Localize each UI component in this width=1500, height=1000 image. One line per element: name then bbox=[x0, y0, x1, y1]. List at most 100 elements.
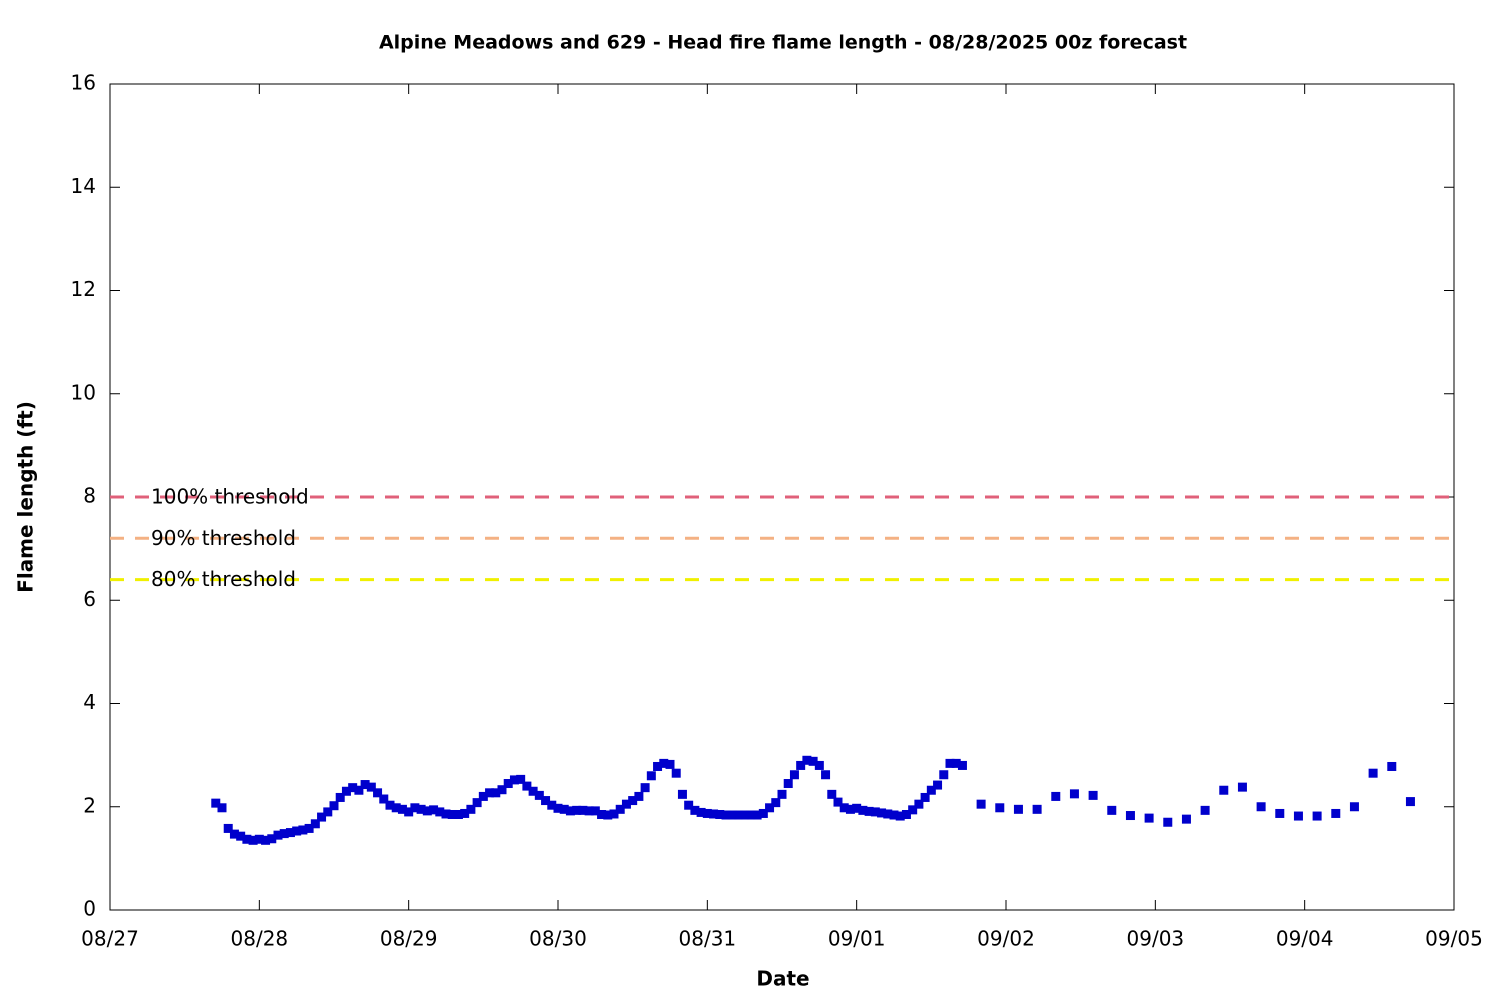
data-point bbox=[877, 808, 887, 818]
data-point bbox=[310, 819, 320, 829]
data-point bbox=[329, 801, 339, 811]
data-point bbox=[1069, 789, 1079, 799]
data-point bbox=[373, 788, 383, 798]
data-point bbox=[534, 790, 544, 800]
threshold-label: 90% threshold bbox=[151, 526, 296, 550]
y-tick-label: 4 bbox=[83, 690, 96, 714]
data-point bbox=[1275, 808, 1285, 818]
data-point bbox=[304, 823, 314, 833]
data-point bbox=[939, 770, 949, 780]
data-point bbox=[292, 826, 302, 836]
data-point bbox=[404, 807, 414, 817]
data-point bbox=[341, 786, 351, 796]
data-point bbox=[1107, 805, 1117, 815]
data-point bbox=[485, 788, 495, 798]
data-point bbox=[422, 806, 432, 816]
data-point bbox=[211, 798, 221, 808]
data-point bbox=[397, 804, 407, 814]
data-point bbox=[584, 806, 594, 816]
data-point bbox=[1405, 797, 1415, 807]
data-point bbox=[659, 758, 669, 768]
x-tick-label: 09/04 bbox=[1276, 927, 1334, 951]
data-point bbox=[323, 807, 333, 817]
data-point bbox=[1368, 768, 1378, 778]
y-tick-label: 6 bbox=[83, 587, 96, 611]
data-point bbox=[559, 804, 569, 814]
data-point bbox=[217, 803, 227, 813]
data-point bbox=[360, 780, 370, 790]
data-point bbox=[254, 834, 264, 844]
data-point bbox=[460, 808, 470, 818]
x-tick-label: 09/02 bbox=[977, 927, 1035, 951]
data-point bbox=[814, 760, 824, 770]
data-point bbox=[261, 835, 271, 845]
chart-title: Alpine Meadows and 629 - Head fire flame… bbox=[379, 32, 1187, 54]
data-point bbox=[976, 799, 986, 809]
data-point bbox=[1200, 805, 1210, 815]
data-point bbox=[777, 789, 787, 799]
data-point bbox=[603, 810, 613, 820]
data-point bbox=[933, 780, 943, 790]
data-point bbox=[1312, 811, 1322, 821]
y-tick-label: 14 bbox=[71, 174, 96, 198]
data-point bbox=[1219, 785, 1229, 795]
data-point bbox=[285, 828, 295, 838]
data-point bbox=[665, 759, 675, 769]
threshold-label: 80% threshold bbox=[151, 567, 296, 591]
data-point bbox=[1237, 782, 1247, 792]
data-point bbox=[1051, 791, 1061, 801]
data-point bbox=[709, 809, 719, 819]
data-point bbox=[335, 792, 345, 802]
data-point bbox=[908, 805, 918, 815]
data-point bbox=[808, 756, 818, 766]
data-point bbox=[472, 798, 482, 808]
data-point bbox=[391, 803, 401, 813]
y-axis-label: Flame length (ft) bbox=[14, 401, 38, 593]
data-point bbox=[242, 834, 252, 844]
threshold-label: 100% threshold bbox=[151, 485, 309, 509]
data-point bbox=[528, 786, 538, 796]
data-point bbox=[354, 785, 364, 795]
data-point bbox=[858, 805, 868, 815]
data-point bbox=[839, 803, 849, 813]
data-point bbox=[646, 771, 656, 781]
data-point bbox=[279, 829, 289, 839]
data-point bbox=[229, 829, 239, 839]
data-point bbox=[267, 834, 277, 844]
data-point bbox=[957, 760, 967, 770]
data-point bbox=[516, 774, 526, 784]
data-point bbox=[721, 810, 731, 820]
data-point bbox=[870, 807, 880, 817]
y-tick-label: 12 bbox=[71, 277, 96, 301]
x-tick-label: 08/28 bbox=[231, 927, 289, 951]
data-point bbox=[385, 800, 395, 810]
data-point bbox=[317, 812, 327, 822]
data-point bbox=[864, 806, 874, 816]
data-point bbox=[653, 761, 663, 771]
x-tick-label: 08/29 bbox=[380, 927, 438, 951]
data-point bbox=[1331, 808, 1341, 818]
data-point bbox=[466, 804, 476, 814]
data-point bbox=[783, 779, 793, 789]
data-point bbox=[621, 799, 631, 809]
data-point bbox=[1387, 761, 1397, 771]
data-point bbox=[509, 775, 519, 785]
data-point bbox=[441, 809, 451, 819]
data-point bbox=[833, 797, 843, 807]
data-point bbox=[634, 791, 644, 801]
data-point bbox=[497, 785, 507, 795]
data-point bbox=[1181, 814, 1191, 824]
data-point bbox=[615, 804, 625, 814]
data-point bbox=[597, 809, 607, 819]
data-point bbox=[379, 794, 389, 804]
data-point bbox=[491, 788, 501, 798]
y-tick-label: 2 bbox=[83, 793, 96, 817]
data-point bbox=[1163, 817, 1173, 827]
data-point bbox=[789, 770, 799, 780]
data-point bbox=[671, 768, 681, 778]
data-point bbox=[740, 810, 750, 820]
x-tick-label: 08/31 bbox=[679, 927, 737, 951]
data-point bbox=[945, 758, 955, 768]
